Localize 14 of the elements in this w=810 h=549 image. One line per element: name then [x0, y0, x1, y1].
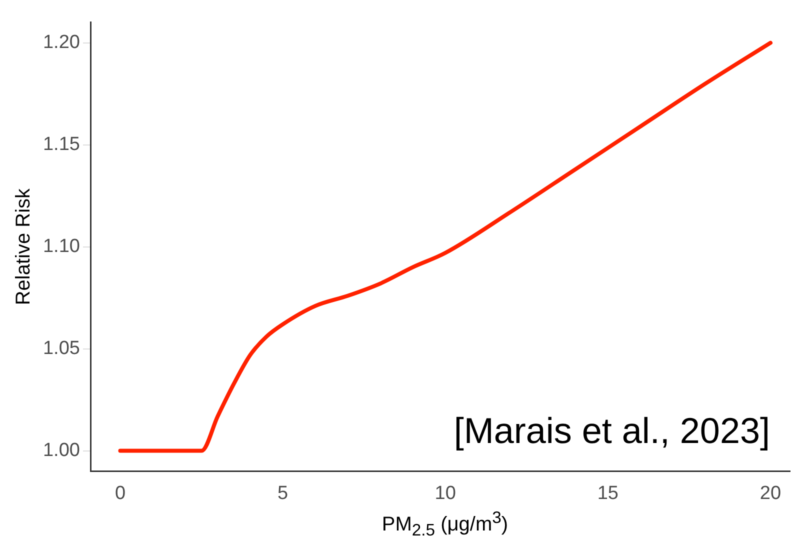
x-tick-label: 10 [434, 482, 456, 504]
annotation: [Marais et al., 2023] [454, 410, 770, 452]
x-tick-label: 0 [114, 482, 126, 504]
y-tick-label: 1.10 [42, 236, 80, 258]
x-axis-title: PM$_{2.5}$ (μg/m$^{3}$) [380, 508, 510, 541]
y-tick-label: 1.15 [42, 134, 80, 156]
y-tick-label: 1.00 [42, 440, 80, 462]
y-tick-label: 1.05 [42, 338, 80, 360]
x-tick-label: 15 [597, 482, 618, 504]
x-tick-label: 5 [278, 482, 288, 504]
x-tick-label: 20 [760, 482, 782, 504]
y-tick-label: 1.20 [42, 32, 80, 54]
y-axis-title: Relative Risk [12, 187, 35, 306]
line-series [118, 40, 772, 453]
